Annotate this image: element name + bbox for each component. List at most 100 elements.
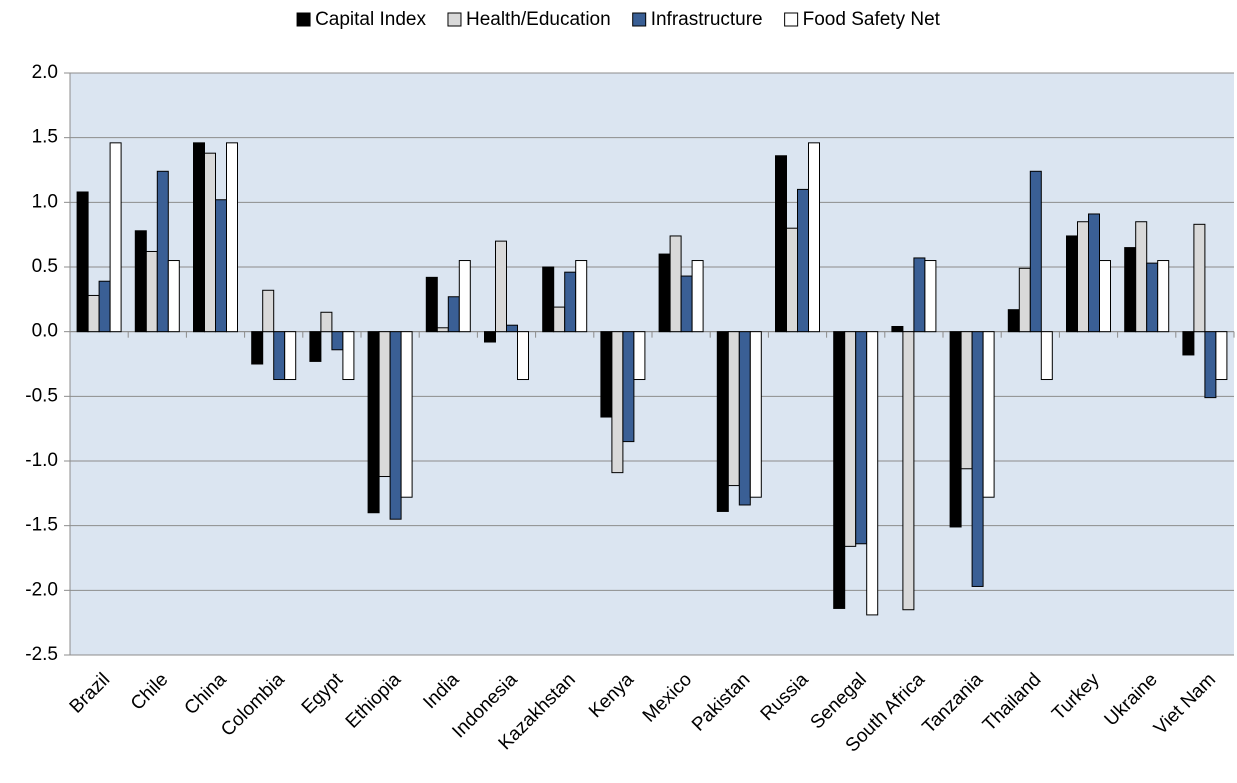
bar bbox=[960, 331, 973, 470]
bar bbox=[156, 170, 169, 333]
bar bbox=[309, 331, 322, 362]
bar bbox=[691, 260, 704, 333]
bar bbox=[658, 253, 671, 333]
bar bbox=[542, 266, 555, 333]
bar bbox=[1040, 331, 1053, 381]
x-tick-label: Ethiopia bbox=[342, 669, 406, 733]
bar bbox=[367, 331, 380, 514]
x-tick-label: India bbox=[419, 669, 463, 713]
bar bbox=[400, 331, 413, 498]
y-tick-label: -1.5 bbox=[25, 515, 58, 536]
bar bbox=[808, 142, 820, 333]
bar bbox=[1193, 223, 1206, 333]
bar bbox=[109, 142, 122, 333]
bar bbox=[902, 331, 915, 611]
y-tick-label: -2.0 bbox=[25, 579, 58, 600]
legend-swatch bbox=[296, 12, 311, 27]
bar bbox=[971, 331, 984, 587]
bar bbox=[855, 331, 868, 545]
bar bbox=[495, 240, 507, 333]
bar bbox=[949, 331, 962, 528]
x-tick-label: Kenya bbox=[585, 669, 638, 722]
legend-swatch bbox=[447, 12, 462, 27]
bar bbox=[517, 331, 529, 381]
bar bbox=[378, 331, 391, 478]
bar bbox=[331, 331, 344, 351]
bar bbox=[1146, 262, 1159, 333]
bar bbox=[727, 331, 740, 487]
y-tick-label: 0.5 bbox=[32, 256, 58, 277]
bar bbox=[680, 275, 693, 333]
bar bbox=[553, 306, 566, 333]
bar bbox=[749, 331, 762, 498]
bar bbox=[797, 188, 809, 333]
bar bbox=[87, 294, 100, 333]
bar bbox=[1029, 170, 1042, 333]
bar bbox=[436, 327, 449, 333]
y-tick-label: -1.0 bbox=[25, 450, 58, 471]
x-tick-label: Egypt bbox=[298, 669, 348, 719]
legend-label: Food Safety Net bbox=[803, 9, 941, 30]
bar bbox=[484, 331, 496, 343]
bar bbox=[1135, 221, 1148, 333]
bar bbox=[866, 331, 879, 616]
bar bbox=[1007, 309, 1020, 333]
bar bbox=[389, 331, 402, 520]
bar bbox=[611, 331, 624, 474]
bar bbox=[251, 331, 264, 365]
bar bbox=[600, 331, 613, 418]
x-tick-label: Brazil bbox=[66, 669, 114, 717]
bar bbox=[1018, 267, 1031, 333]
bar bbox=[716, 331, 729, 512]
bar bbox=[786, 227, 798, 333]
bar bbox=[1157, 260, 1170, 333]
bar bbox=[273, 331, 286, 381]
bar bbox=[891, 325, 904, 333]
bar bbox=[193, 142, 205, 333]
bar bbox=[1182, 331, 1195, 356]
bar bbox=[167, 260, 180, 333]
bar bbox=[622, 331, 635, 443]
bar bbox=[833, 331, 846, 609]
bar bbox=[76, 191, 89, 333]
bar bbox=[924, 260, 937, 333]
bar bbox=[134, 230, 147, 333]
x-tick-label: Viet Nam bbox=[1150, 669, 1220, 739]
bar bbox=[425, 276, 438, 333]
legend-swatch bbox=[632, 12, 647, 27]
y-tick-label: 1.0 bbox=[32, 191, 58, 212]
bar bbox=[342, 331, 355, 381]
bar bbox=[575, 260, 588, 333]
legend-label: Capital Index bbox=[315, 9, 426, 30]
legend-label: Infrastructure bbox=[651, 9, 763, 30]
bar bbox=[738, 331, 751, 506]
x-tick-label: Chile bbox=[127, 669, 172, 714]
bar bbox=[1215, 331, 1228, 381]
bar bbox=[844, 331, 857, 547]
y-tick-label: 1.5 bbox=[32, 127, 58, 148]
bar bbox=[1204, 331, 1217, 399]
x-tick-label: Thailand bbox=[979, 669, 1045, 735]
plot-area bbox=[70, 73, 1234, 655]
legend-swatch bbox=[784, 12, 799, 27]
x-tick-label: Colombia bbox=[217, 669, 289, 741]
bar bbox=[564, 271, 577, 333]
bar bbox=[1077, 221, 1089, 333]
x-tick-label: Tanzania bbox=[919, 669, 988, 738]
bar bbox=[1066, 235, 1078, 333]
y-tick-label: 2.0 bbox=[32, 62, 58, 83]
bar bbox=[226, 142, 238, 333]
bar bbox=[98, 280, 111, 333]
bar bbox=[204, 152, 216, 333]
bar bbox=[633, 331, 646, 381]
bar bbox=[1124, 247, 1137, 333]
bar bbox=[284, 331, 297, 381]
y-tick-label: 0.0 bbox=[32, 321, 58, 342]
bar bbox=[215, 199, 227, 333]
x-tick-label: Turkey bbox=[1048, 669, 1104, 725]
bar bbox=[913, 257, 926, 333]
bar bbox=[669, 235, 682, 333]
bar bbox=[1088, 213, 1100, 333]
